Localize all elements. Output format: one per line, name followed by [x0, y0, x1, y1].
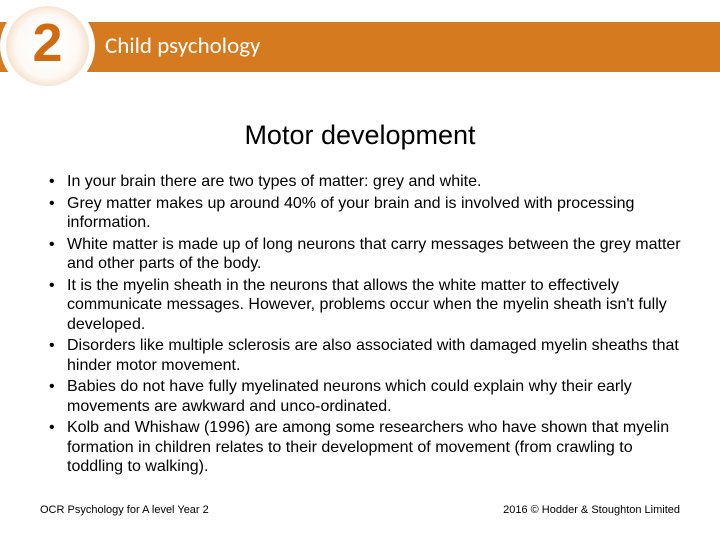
- chapter-badge: 2: [0, 0, 95, 92]
- bullet-text: Grey matter makes up around 40% of your …: [67, 195, 634, 232]
- list-item: White matter is made up of long neurons …: [45, 235, 685, 274]
- list-item: It is the myelin sheath in the neurons t…: [45, 276, 685, 335]
- list-item: Kolb and Whishaw (1996) are among some r…: [45, 418, 685, 477]
- footer-right: 2016 © Hodder & Stoughton Limited: [503, 504, 680, 516]
- chapter-number: 2: [32, 12, 62, 74]
- bullet-text: Disorders like multiple sclerosis are al…: [67, 337, 679, 374]
- bullet-text: White matter is made up of long neurons …: [67, 236, 681, 273]
- slide: Child psychology 2 Motor development In …: [0, 0, 720, 540]
- bullet-text: In your brain there are two types of mat…: [67, 173, 481, 190]
- bullet-text: It is the myelin sheath in the neurons t…: [67, 277, 667, 333]
- list-item: Disorders like multiple sclerosis are al…: [45, 336, 685, 375]
- bullet-text: Kolb and Whishaw (1996) are among some r…: [67, 419, 669, 475]
- list-item: In your brain there are two types of mat…: [45, 172, 685, 192]
- footer-left: OCR Psychology for A level Year 2: [40, 504, 209, 516]
- header-title: Child psychology: [105, 32, 260, 60]
- bullet-text: Babies do not have fully myelinated neur…: [67, 378, 632, 415]
- header-band: Child psychology: [0, 22, 720, 72]
- list-item: Grey matter makes up around 40% of your …: [45, 194, 685, 233]
- bullet-list: In your brain there are two types of mat…: [45, 172, 685, 479]
- list-item: Babies do not have fully myelinated neur…: [45, 377, 685, 416]
- content-title: Motor development: [0, 120, 720, 151]
